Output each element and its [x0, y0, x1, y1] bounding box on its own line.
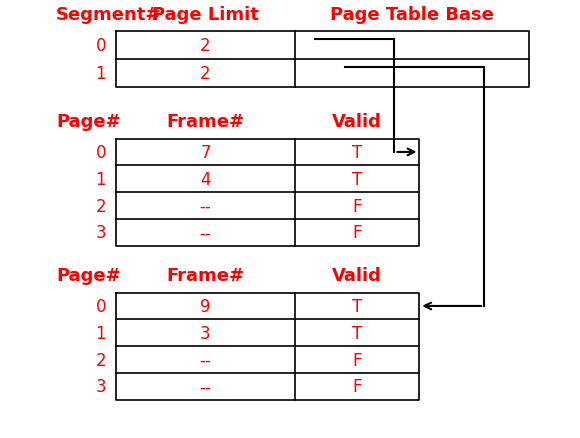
Text: 2: 2 — [200, 65, 211, 83]
Text: 0: 0 — [96, 144, 106, 162]
Text: 0: 0 — [96, 297, 106, 315]
Text: 1: 1 — [96, 170, 106, 188]
Text: 2: 2 — [96, 197, 106, 215]
Text: 2: 2 — [200, 37, 211, 55]
Text: Frame#: Frame# — [166, 266, 244, 284]
Text: F: F — [353, 197, 362, 215]
Text: 2: 2 — [96, 351, 106, 369]
Text: Page Table Base: Page Table Base — [330, 6, 494, 24]
Text: Valid: Valid — [332, 266, 382, 284]
Text: 3: 3 — [200, 324, 211, 342]
Text: --: -- — [200, 197, 211, 215]
Text: F: F — [353, 378, 362, 396]
Text: 1: 1 — [96, 65, 106, 83]
Text: 1: 1 — [96, 324, 106, 342]
Text: 7: 7 — [200, 144, 211, 162]
Text: Segment#: Segment# — [56, 6, 162, 24]
Text: Page#: Page# — [56, 266, 121, 284]
Text: --: -- — [200, 351, 211, 369]
Text: F: F — [353, 224, 362, 242]
Text: 4: 4 — [200, 170, 211, 188]
Text: Valid: Valid — [332, 113, 382, 131]
Text: 9: 9 — [200, 297, 211, 315]
Text: --: -- — [200, 224, 211, 242]
Text: 3: 3 — [96, 378, 106, 396]
Text: Page#: Page# — [56, 113, 121, 131]
Text: F: F — [353, 351, 362, 369]
Text: T: T — [352, 324, 362, 342]
Text: 0: 0 — [96, 37, 106, 55]
Text: --: -- — [200, 378, 211, 396]
Text: Page Limit: Page Limit — [152, 6, 259, 24]
Text: T: T — [352, 144, 362, 162]
Text: Frame#: Frame# — [166, 113, 244, 131]
Text: T: T — [352, 170, 362, 188]
Text: 3: 3 — [96, 224, 106, 242]
Text: T: T — [352, 297, 362, 315]
